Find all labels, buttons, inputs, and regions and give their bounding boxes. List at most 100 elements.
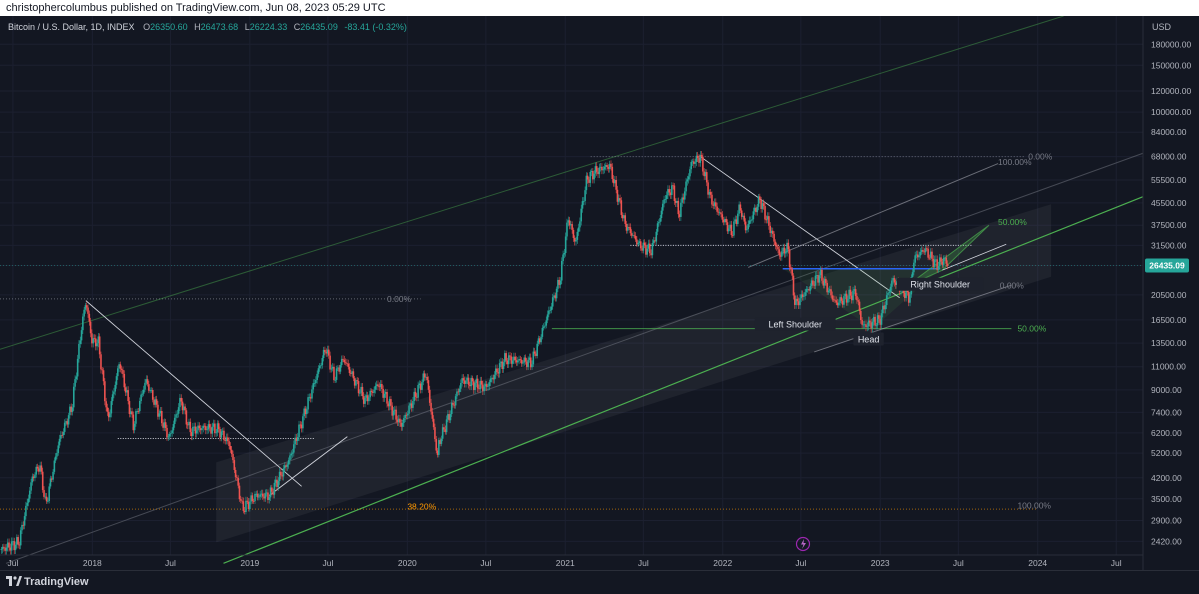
candle-body — [537, 338, 540, 344]
candle-body — [853, 289, 856, 291]
candle-body — [639, 241, 642, 249]
candle-body — [263, 496, 265, 499]
candle-body — [131, 411, 133, 415]
candle-body — [793, 295, 796, 305]
candle-body — [870, 322, 872, 329]
candle-body — [771, 230, 774, 234]
candle-body — [225, 437, 228, 442]
candle-body — [79, 340, 82, 344]
candle-body — [206, 429, 208, 431]
candle-body — [351, 371, 353, 374]
candle-body — [834, 299, 836, 301]
candle-body — [593, 173, 595, 180]
price-tick-label: 2900.00 — [1151, 515, 1182, 525]
candle-body — [693, 161, 695, 164]
candle-body — [52, 471, 54, 480]
candle-body — [8, 542, 10, 548]
candle-body — [289, 455, 291, 461]
candle-body — [412, 400, 414, 408]
candle-body — [643, 242, 646, 246]
trend-channel — [0, 16, 1144, 564]
candle-body — [818, 275, 821, 283]
candle-body — [566, 222, 568, 237]
fib-label: 100.00% — [998, 157, 1032, 167]
candle-body — [778, 249, 781, 256]
candle-body — [331, 366, 334, 369]
candle-body — [305, 409, 308, 415]
candle-body — [545, 320, 548, 326]
candle-body — [347, 363, 350, 367]
candle-body — [87, 307, 89, 314]
tradingview-logo-icon[interactable] — [6, 576, 22, 588]
candle-body — [633, 235, 636, 237]
brand-name[interactable]: TradingView — [24, 576, 89, 588]
candle-body — [848, 289, 850, 299]
candle-body — [247, 501, 250, 510]
candle-body — [937, 266, 940, 270]
lightning-icon[interactable] — [795, 536, 811, 552]
candle-body — [41, 471, 44, 491]
candle-body — [339, 365, 342, 372]
candle-body — [755, 207, 757, 213]
candle-body — [207, 424, 210, 430]
candle-body — [142, 389, 145, 394]
candle-body — [836, 302, 839, 306]
price-tick-label: 180000.00 — [1151, 39, 1191, 49]
time-tick-label: 2024 — [1028, 558, 1047, 568]
candle-body — [484, 384, 487, 387]
last-price-label: 26435.09 — [1149, 261, 1185, 271]
candle-body — [813, 284, 816, 286]
candle-body — [105, 401, 107, 408]
candle-body — [869, 320, 871, 323]
candle-body — [747, 224, 749, 230]
candle-body — [85, 305, 88, 308]
candle-body — [65, 421, 67, 423]
candle-body — [362, 396, 365, 404]
candle-body — [729, 224, 731, 229]
candle-body — [198, 425, 201, 429]
time-tick-label: Jul — [795, 558, 806, 568]
candle-body — [590, 171, 593, 172]
candle-body — [399, 418, 401, 423]
candle-body — [774, 241, 777, 246]
candle-body — [243, 510, 246, 513]
candle-body — [168, 434, 171, 437]
candle-body — [935, 259, 937, 261]
candle-body — [271, 487, 273, 492]
candle-body — [554, 295, 557, 299]
candle-body — [113, 391, 115, 395]
candle-body — [817, 275, 819, 283]
candle-body — [413, 391, 416, 401]
candle-body — [208, 424, 211, 428]
time-tick-label: 2019 — [240, 558, 259, 568]
candle-body — [432, 418, 435, 428]
candle-body — [215, 432, 217, 434]
candle-body — [38, 468, 40, 472]
price-tick-label: 3500.00 — [1151, 494, 1182, 504]
candle-body — [914, 255, 916, 263]
candle-body — [180, 397, 183, 402]
candle-body — [779, 255, 782, 257]
price-tick-label: 4200.00 — [1151, 473, 1182, 483]
candle-body — [838, 302, 840, 306]
candle-body — [862, 324, 865, 326]
candle-body — [97, 336, 100, 344]
candle-body — [26, 502, 28, 506]
candle-body — [84, 305, 87, 310]
candle-body — [599, 166, 602, 168]
candle-body — [316, 373, 318, 380]
candle-body — [409, 403, 412, 406]
candle-body — [533, 351, 536, 354]
candle-body — [703, 171, 705, 177]
candle-body — [874, 316, 876, 326]
candle-body — [507, 355, 510, 365]
candle-body — [124, 387, 127, 393]
price-tick-label: 84000.00 — [1151, 127, 1187, 137]
candle-body — [373, 389, 375, 393]
candle-body — [884, 305, 887, 310]
candle-body — [36, 466, 39, 469]
candle-body — [850, 295, 853, 301]
candle-body — [757, 196, 760, 207]
candle-body — [646, 248, 649, 255]
